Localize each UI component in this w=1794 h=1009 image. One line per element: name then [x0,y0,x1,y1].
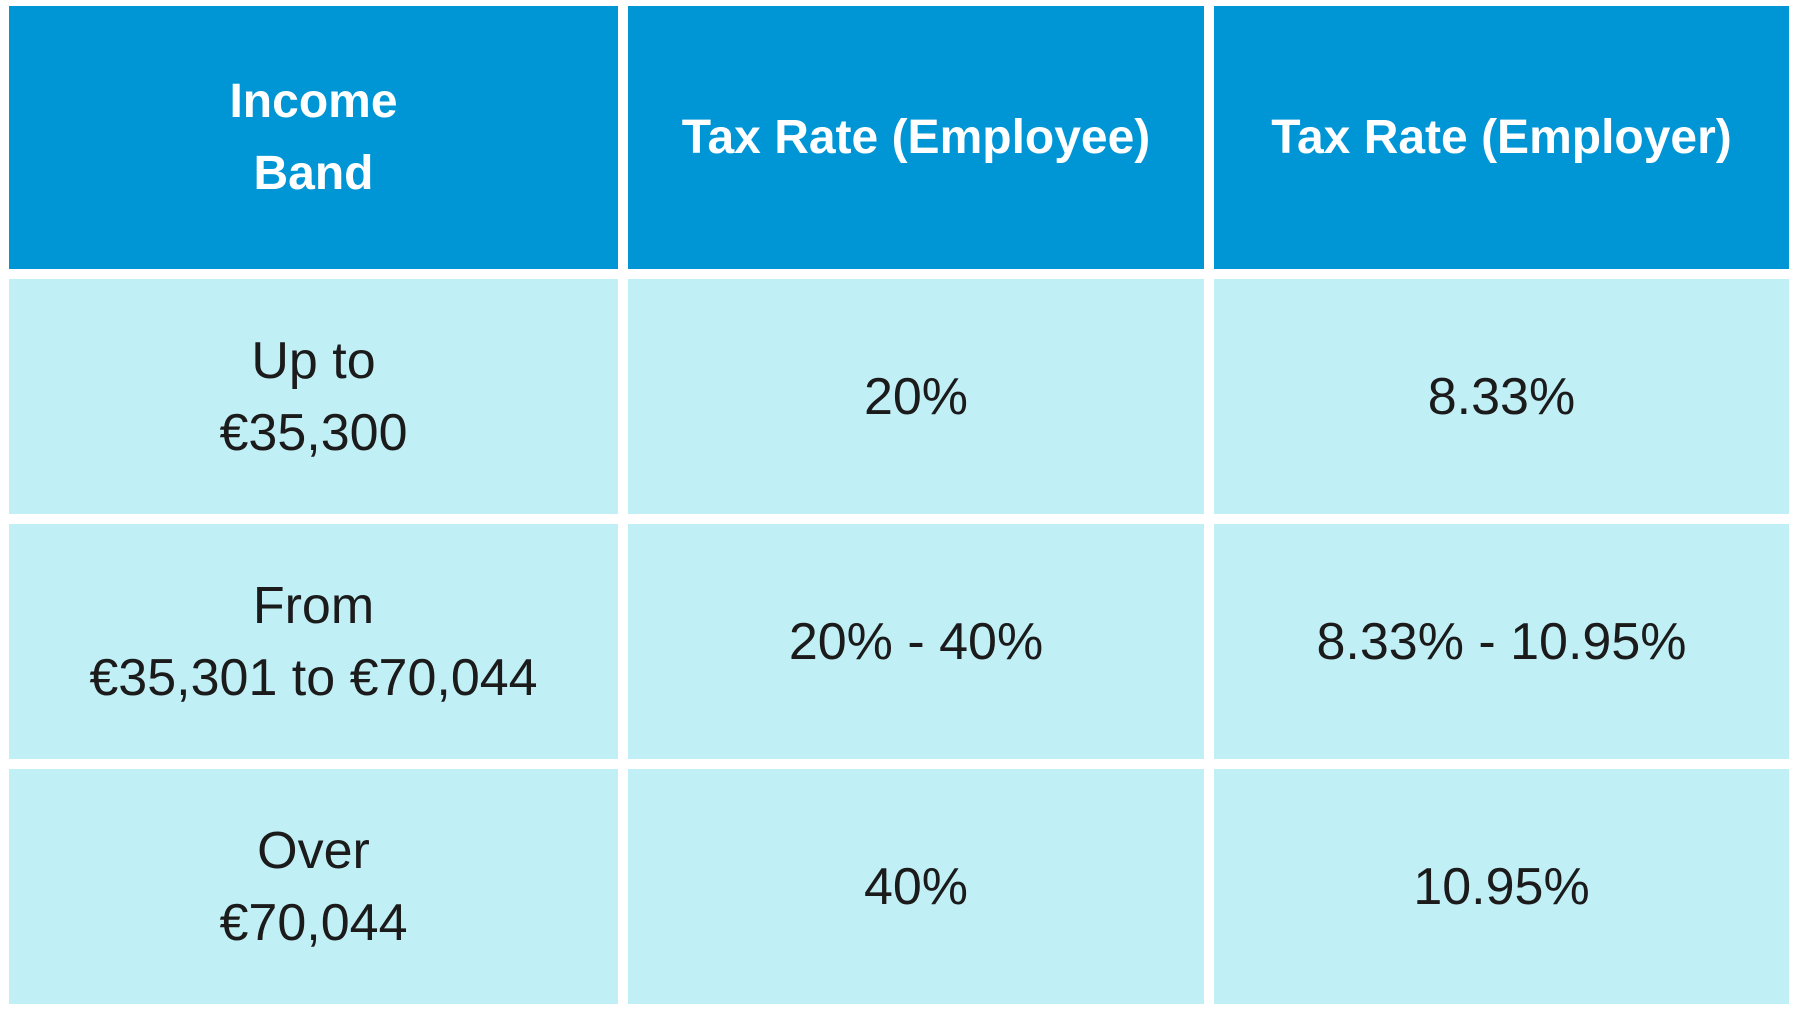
cell-text: Income [229,74,398,128]
cell-text: Tax Rate (Employer) [1271,110,1732,164]
header-cell: Tax Rate (Employer) [1214,6,1789,269]
cell-text: €70,044 [219,893,408,952]
cell-text: 20% - 40% [788,612,1044,671]
cell-text: 40% [863,857,969,916]
cell-text: 20% [863,367,969,426]
cell-text: 8.33% [1427,367,1576,426]
cell-text: Up to [251,331,376,390]
cell-text: Band [253,146,374,200]
body-cell: Up to €35,300 [9,279,618,514]
cell-text: €35,301 to €70,044 [89,648,538,707]
header-cell: Income Band [9,6,618,269]
header-cell: Tax Rate (Employee) [628,6,1204,269]
cell-text: 8.33% - 10.95% [1316,612,1687,671]
cell-text: Tax Rate (Employee) [681,110,1151,164]
body-cell: Over €70,044 [9,769,618,1004]
body-cell: 8.33% - 10.95% [1214,524,1789,759]
body-cell: 40% [628,769,1204,1004]
body-cell: 20% [628,279,1204,514]
body-cell: 10.95% [1214,769,1789,1004]
cell-text: Over [257,821,370,880]
tax-table: Income Band Tax Rate (Employee) Tax Rate (E… [9,6,1789,1004]
cell-text: From [252,576,375,635]
cell-text: €35,300 [219,403,408,462]
body-cell: From €35,301 to €70,044 [9,524,618,759]
body-cell: 8.33% [1214,279,1789,514]
cell-text: 10.95% [1413,857,1590,916]
body-cell: 20% - 40% [628,524,1204,759]
